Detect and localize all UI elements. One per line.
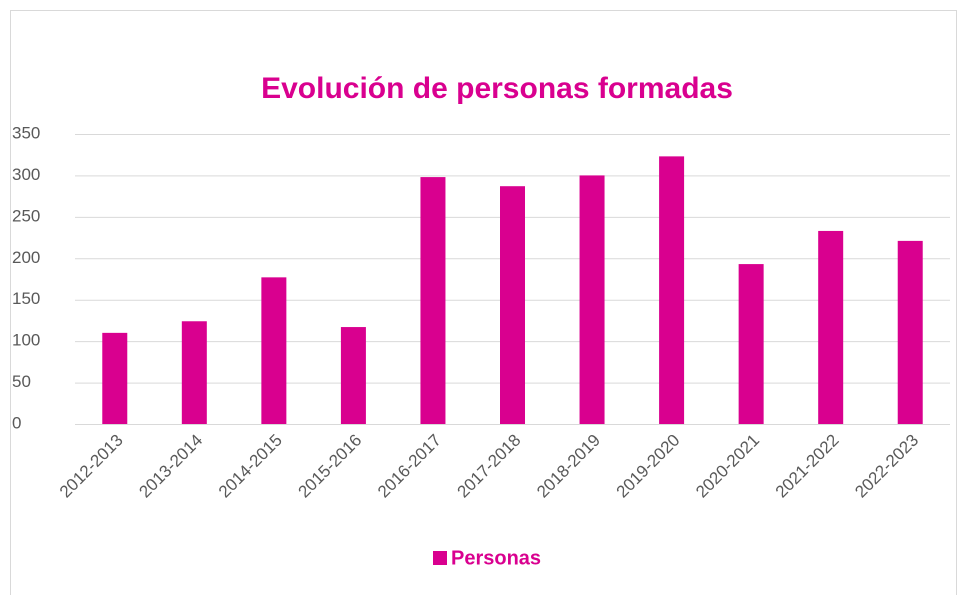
bar: [897, 240, 923, 424]
y-tick-label: 300: [12, 165, 40, 184]
bar: [420, 177, 446, 424]
y-tick-label: 200: [12, 248, 40, 267]
bar: [340, 327, 366, 424]
legend-label: Personas: [451, 547, 541, 569]
y-tick-label: 100: [12, 331, 40, 350]
y-tick-label: 0: [12, 413, 21, 432]
y-tick-label: 350: [12, 123, 40, 142]
bar: [579, 175, 605, 424]
bar: [818, 230, 844, 424]
bar: [181, 321, 207, 424]
chart-title: Evolución de personas formadas: [261, 72, 733, 105]
bar: [102, 332, 128, 424]
bar: [738, 264, 764, 424]
y-tick-label: 150: [12, 289, 40, 308]
y-tick-label: 50: [12, 372, 31, 391]
legend-swatch: [433, 551, 447, 565]
chart-frame: [10, 10, 957, 595]
y-tick-label: 250: [12, 206, 40, 225]
bar: [261, 277, 287, 424]
bar: [500, 186, 525, 424]
bar: [659, 156, 685, 424]
